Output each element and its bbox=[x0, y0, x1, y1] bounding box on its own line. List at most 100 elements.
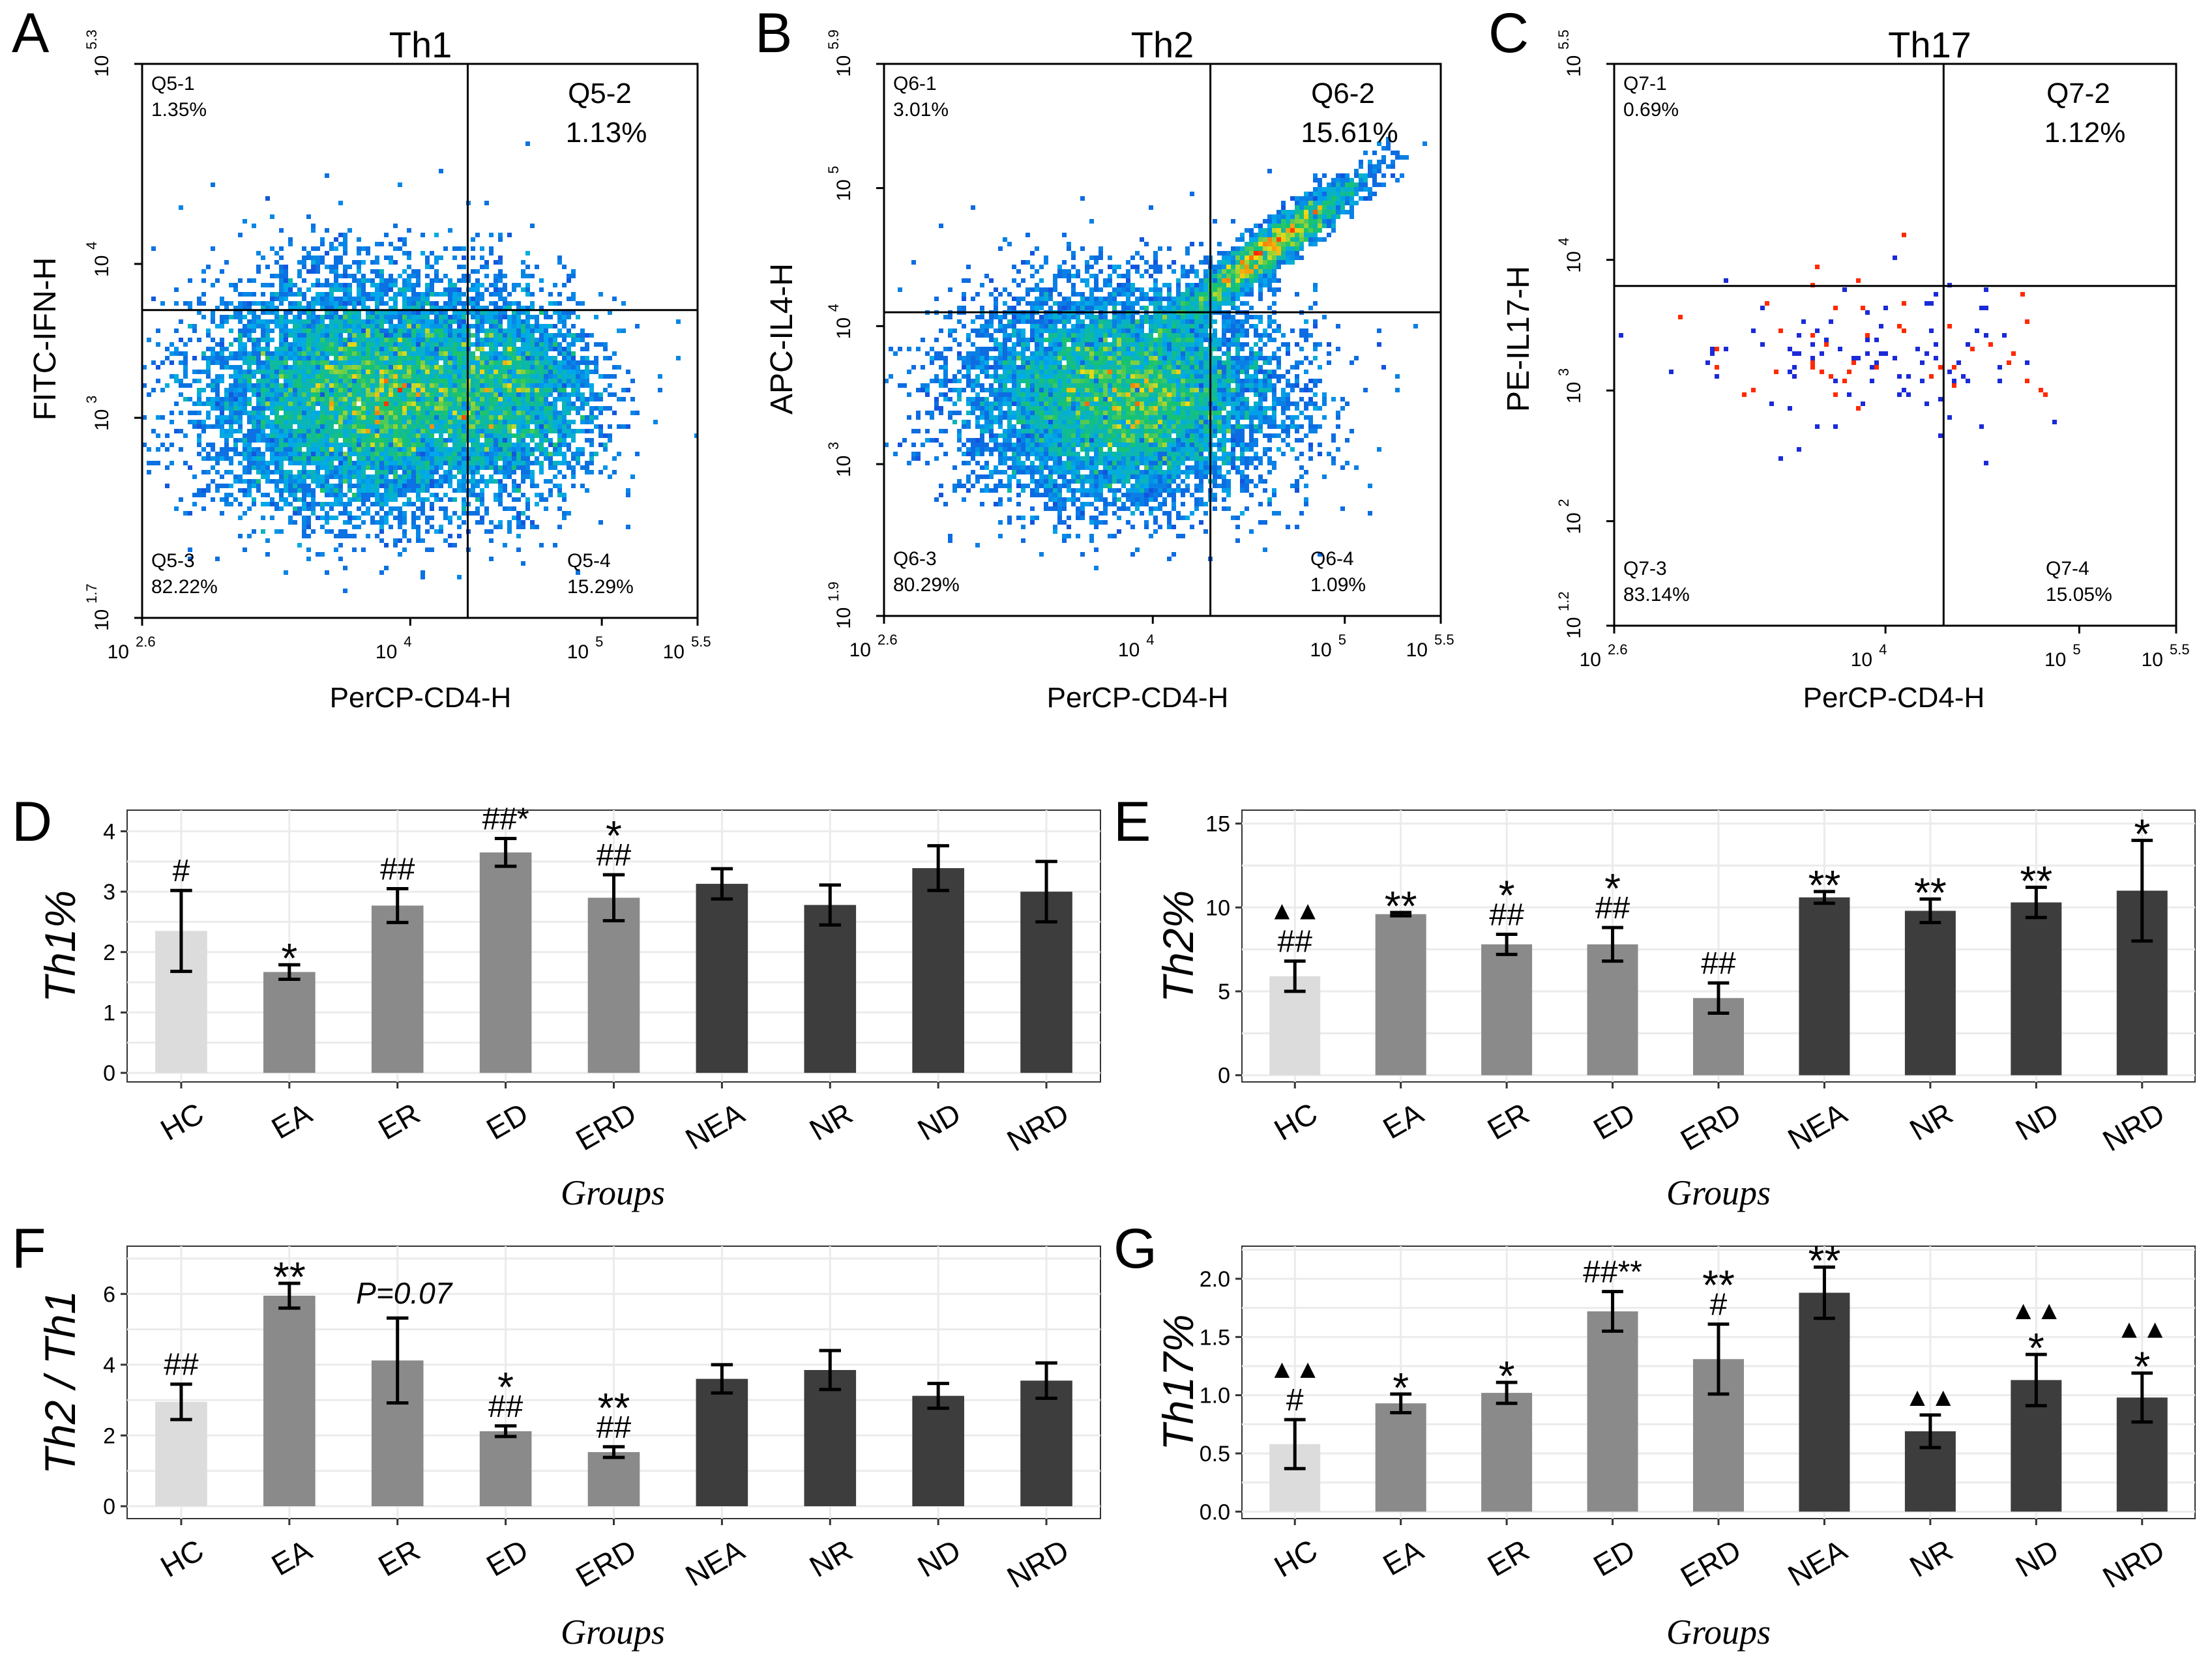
bar-erd bbox=[587, 897, 640, 1073]
y-axis-title: Th2 / Th1 bbox=[36, 1290, 84, 1474]
category-label: ED bbox=[1587, 1096, 1640, 1146]
quadrant-name: Q6-2 bbox=[1311, 78, 1375, 109]
x-tick-exponent: 2.6 bbox=[136, 634, 156, 650]
panel-letter-G: G bbox=[1113, 1217, 1157, 1280]
significance-mark: ** bbox=[598, 1384, 630, 1431]
bar-nd bbox=[2011, 902, 2062, 1075]
quadrant-name: Q7-4 bbox=[2046, 558, 2089, 579]
x-tick-exponent: 5.5 bbox=[691, 634, 711, 650]
flow-panel-th17: 10 2.6 10 4 10 5 10 5.5 10 1.2 10 2 10 3 10 4 10 5.5 Th17 P… bbox=[1501, 24, 2190, 714]
bar-er bbox=[371, 905, 424, 1073]
x-tick-exponent: 5 bbox=[1338, 632, 1346, 648]
significance-mark: ## bbox=[164, 1348, 199, 1382]
x-tick-exponent: 5 bbox=[595, 634, 603, 650]
significance-mark: ▲▲ bbox=[2011, 1296, 2062, 1325]
significance-mark: * bbox=[497, 1363, 514, 1410]
bar-nea bbox=[1799, 897, 1850, 1075]
quadrant-value: 80.29% bbox=[893, 574, 960, 596]
significance-mark: # bbox=[1710, 1288, 1728, 1322]
quadrant-name: Q5-2 bbox=[568, 78, 632, 109]
quadrant-value: 83.14% bbox=[1623, 584, 1690, 605]
flow-panel-th1: 10 2.6 10 4 10 5 10 5.5 10 1.7 10 3 10 4 10 5.3 Th1 PerCP… bbox=[28, 24, 711, 714]
category-label: ERD bbox=[1675, 1533, 1747, 1594]
x-tick-exponent: 4 bbox=[404, 634, 411, 650]
bar-er bbox=[1481, 1393, 1533, 1512]
category-label: NRD bbox=[1001, 1096, 1074, 1158]
quadrant-value: 1.12% bbox=[2044, 117, 2126, 149]
x-tick-exponent: 4 bbox=[1879, 641, 1887, 658]
quadrant-name: Q7-3 bbox=[1623, 558, 1667, 579]
category-label: NR bbox=[1904, 1533, 1958, 1584]
significance-mark: * bbox=[2134, 1343, 2150, 1390]
significance-mark: ▲▲ bbox=[1904, 1383, 1956, 1412]
y-tick-label: 10 bbox=[91, 55, 113, 77]
category-label: NR bbox=[804, 1096, 859, 1147]
significance-mark: * bbox=[606, 812, 622, 859]
significance-mark: # bbox=[1286, 1383, 1304, 1418]
y-tick-exponent: 3 bbox=[83, 396, 100, 403]
flow-y-label: APC-IL4-H bbox=[765, 263, 799, 415]
bar-ea bbox=[263, 1296, 316, 1506]
category-label: ND bbox=[912, 1533, 967, 1584]
bar-ea bbox=[263, 972, 316, 1073]
p-value-note: P=0.07 bbox=[356, 1276, 452, 1310]
bar-nr bbox=[804, 1370, 857, 1506]
panel-letter-E: E bbox=[1113, 791, 1151, 853]
bar-panel-th1: #HC*EA##ER##*ED##*ERD NEA NR ND NRD01234Th1%… bbox=[36, 802, 1101, 1212]
flow-title: Th1 bbox=[389, 24, 452, 65]
x-tick-label: 10 bbox=[1118, 639, 1140, 661]
flow-panel-th2: 10 2.6 10 4 10 5 10 5.5 10 1.9 10 3 10 4 10 5 10 5.9 Th2 Pe… bbox=[765, 24, 1454, 714]
flow-x-label: PerCP-CD4-H bbox=[1803, 682, 1985, 714]
quadrant-name: Q7-2 bbox=[2046, 78, 2110, 109]
category-label: ERD bbox=[570, 1533, 641, 1594]
y-tick-label: 10 bbox=[91, 409, 113, 431]
flow-y-label: PE-IL17-H bbox=[1501, 266, 1536, 412]
y-axis-title: Th2% bbox=[1154, 890, 1202, 1002]
x-tick-label: 10 bbox=[567, 641, 589, 663]
significance-mark: ** bbox=[1808, 1237, 1841, 1284]
y-tick-label: 10 bbox=[91, 609, 113, 631]
y-tick-label: 10 bbox=[833, 55, 855, 77]
x-tick-label: 10 bbox=[1580, 649, 1601, 671]
y-tick-exponent: 3 bbox=[825, 442, 842, 450]
y-tick-exponent: 5.5 bbox=[1556, 29, 1572, 50]
bar-erd bbox=[587, 1451, 640, 1506]
significance-mark: ## bbox=[1595, 891, 1630, 926]
bar-panel-th2: ##▲▲HC**EA##*ER##*ED##ERD**NEA**NR**ND*N… bbox=[1154, 809, 2196, 1212]
flow-y-label: FITC-IFN-H bbox=[28, 257, 63, 421]
significance-mark: * bbox=[1604, 865, 1621, 912]
significance-mark: # bbox=[173, 854, 190, 888]
x-tick-label: 10 bbox=[663, 641, 685, 663]
category-label: NEA bbox=[1782, 1096, 1853, 1156]
x-tick-label: 10 bbox=[108, 641, 129, 663]
y-tick-label: 10 bbox=[1563, 617, 1585, 639]
category-label: ND bbox=[2010, 1533, 2065, 1584]
panel-letter-F: F bbox=[12, 1217, 46, 1280]
density-dots bbox=[884, 137, 1427, 570]
y-tick-exponent: 1.7 bbox=[83, 583, 100, 604]
x-axis-title: Groups bbox=[561, 1173, 665, 1212]
x-tick-label: 10 bbox=[2044, 649, 2066, 671]
y-tick-label: 10 bbox=[833, 607, 855, 629]
bar-ea bbox=[1375, 1403, 1426, 1512]
y-tick-label: 10 bbox=[833, 317, 855, 339]
x-tick-exponent: 4 bbox=[1146, 632, 1154, 648]
y-tick-exponent: 2 bbox=[1556, 499, 1572, 506]
x-tick-exponent: 2.6 bbox=[1608, 641, 1628, 658]
y-tick-label: 10 bbox=[91, 255, 113, 277]
significance-mark: * bbox=[2134, 810, 2150, 857]
quadrant-value: 15.05% bbox=[2046, 584, 2112, 605]
y-tick-label: 0 bbox=[103, 1061, 115, 1086]
y-tick-exponent: 5.3 bbox=[83, 29, 100, 50]
quadrant-name: Q5-1 bbox=[151, 73, 195, 95]
category-label: ER bbox=[372, 1096, 425, 1146]
y-tick-label: 0.0 bbox=[1200, 1500, 1230, 1524]
panel-letter-C: C bbox=[1488, 2, 1529, 65]
flow-title: Th2 bbox=[1131, 24, 1194, 65]
category-label: NR bbox=[1904, 1096, 1958, 1147]
flow-x-label: PerCP-CD4-H bbox=[1047, 682, 1229, 714]
quadrant-value: 3.01% bbox=[893, 99, 949, 121]
quadrant-value: 82.22% bbox=[151, 576, 218, 598]
y-tick-exponent: 5 bbox=[825, 166, 842, 173]
bar-ed bbox=[1587, 1311, 1638, 1512]
